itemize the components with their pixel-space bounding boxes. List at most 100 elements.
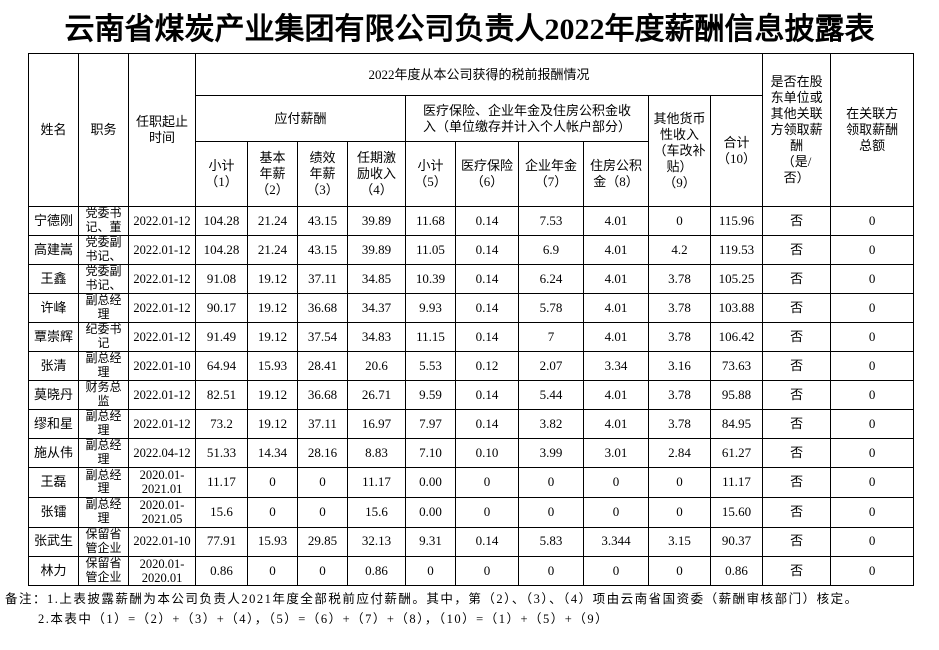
cell-c5: 11.05 xyxy=(405,235,456,265)
cell-c3: 0 xyxy=(297,496,348,528)
cell-c5: 10.39 xyxy=(405,264,456,294)
cell-c6: 0.14 xyxy=(455,526,519,557)
cell-position: 副总经理 xyxy=(78,409,129,439)
cell-c2: 0 xyxy=(247,496,298,528)
cell-c3: 36.68 xyxy=(297,380,348,410)
cell-c9: 0 xyxy=(648,467,711,498)
cell-amount: 0 xyxy=(830,235,915,265)
cell-c7: 7.53 xyxy=(518,206,584,236)
cell-c9: 3.78 xyxy=(648,322,711,352)
cell-flag: 否 xyxy=(762,496,832,528)
header-payable-group: 应付薪酬 xyxy=(195,95,406,142)
cell-name: 莫晓丹 xyxy=(28,380,79,410)
cell-c7: 5.83 xyxy=(518,526,584,557)
cell-flag: 否 xyxy=(762,380,832,410)
cell-flag: 否 xyxy=(762,526,832,557)
cell-flag: 否 xyxy=(762,293,832,323)
cell-c10: 90.37 xyxy=(709,526,764,557)
cell-flag: 否 xyxy=(762,264,832,294)
cell-flag: 否 xyxy=(762,206,832,236)
table-row: 莫晓丹 财务总监 2022.01-12 82.51 19.12 36.68 26.71 9.5… xyxy=(28,380,915,410)
cell-c1: 51.33 xyxy=(195,438,248,468)
cell-flag: 否 xyxy=(762,322,832,352)
cell-c6: 0.14 xyxy=(455,206,519,236)
cell-c3: 37.11 xyxy=(297,264,348,294)
cell-c1: 104.28 xyxy=(195,206,248,236)
cell-c8: 4.01 xyxy=(583,235,649,265)
cell-c7: 0 xyxy=(518,467,584,498)
cell-amount: 0 xyxy=(830,351,915,381)
header-housing-fund: 住房公积 金（8） xyxy=(583,141,649,207)
cell-amount: 0 xyxy=(830,409,915,439)
header-total: 合计 （10） xyxy=(709,95,764,207)
header-term-incentive: 任期激 励收入 （4） xyxy=(347,141,406,207)
cell-c3: 43.15 xyxy=(297,235,348,265)
table-header: 姓名 职务 任职起止 时间 2022年度从本公司获得的税前报酬情况 是否在股 东… xyxy=(28,53,915,207)
cell-c4: 16.97 xyxy=(347,409,406,439)
cell-c10: 106.42 xyxy=(709,322,764,352)
cell-c4: 15.6 xyxy=(347,496,406,528)
cell-c2: 21.24 xyxy=(247,206,298,236)
table-row: 高建嵩 党委副书记、 2022.01-12 104.28 21.24 43.15 39.89… xyxy=(28,235,915,265)
cell-name: 缪和星 xyxy=(28,409,79,439)
cell-c2: 15.93 xyxy=(247,526,298,557)
cell-c4: 34.83 xyxy=(347,322,406,352)
cell-term: 2020.01-2021.05 xyxy=(128,496,196,528)
cell-c9: 3.15 xyxy=(648,526,711,557)
cell-c7: 5.44 xyxy=(518,380,584,410)
header-medical: 医疗保险 （6） xyxy=(455,141,519,207)
cell-name: 张镭 xyxy=(28,496,79,528)
header-name: 姓名 xyxy=(28,53,79,207)
cell-amount: 0 xyxy=(830,555,915,587)
cell-c10: 105.25 xyxy=(709,264,764,294)
cell-position: 纪委书记 xyxy=(78,322,129,352)
cell-c3: 28.16 xyxy=(297,438,348,468)
header-subtotal-5: 小计 （5） xyxy=(405,141,456,207)
footnotes: 备注：1.上表披露薪酬为本公司负责人2021年度全部税前应付薪酬。其中，第（2）… xyxy=(0,590,939,629)
cell-amount: 0 xyxy=(830,293,915,323)
cell-amount: 0 xyxy=(830,206,915,236)
cell-c8: 3.01 xyxy=(583,438,649,468)
cell-c1: 0.86 xyxy=(195,555,248,587)
cell-c8: 4.01 xyxy=(583,293,649,323)
cell-flag: 否 xyxy=(762,351,832,381)
cell-position: 党委副书记、 xyxy=(78,264,129,294)
cell-name: 宁德刚 xyxy=(28,206,79,236)
cell-flag: 否 xyxy=(762,409,832,439)
cell-c5: 7.10 xyxy=(405,438,456,468)
cell-position: 副总经理 xyxy=(78,438,129,468)
cell-c7: 6.9 xyxy=(518,235,584,265)
cell-c3: 28.41 xyxy=(297,351,348,381)
header-other-income: 其他货币 性收入 （车改补 贴） （9） xyxy=(648,95,711,207)
cell-c3: 29.85 xyxy=(297,526,348,557)
cell-c3: 37.54 xyxy=(297,322,348,352)
cell-term: 2022.04-12 xyxy=(128,438,196,468)
cell-c9: 3.78 xyxy=(648,409,711,439)
cell-term: 2022.01-10 xyxy=(128,526,196,557)
cell-term: 2022.01-12 xyxy=(128,206,196,236)
cell-c4: 8.83 xyxy=(347,438,406,468)
table-row: 许峰 副总经理 2022.01-12 90.17 19.12 36.68 34.37 9.93… xyxy=(28,293,915,323)
cell-c4: 20.6 xyxy=(347,351,406,381)
cell-flag: 否 xyxy=(762,467,832,498)
footnote-line-2: 2.本表中（1）=（2）+（3）+（4），（5）=（6）+（7）+（8），（10… xyxy=(38,611,610,626)
cell-c7: 7 xyxy=(518,322,584,352)
header-base-salary: 基本 年薪 （2） xyxy=(247,141,298,207)
cell-c4: 0.86 xyxy=(347,555,406,587)
cell-c10: 61.27 xyxy=(709,438,764,468)
cell-c4: 39.89 xyxy=(347,206,406,236)
salary-disclosure-page: 云南省煤炭产业集团有限公司负责人2022年度薪酬信息披露表 姓名 职务 任职起止… xyxy=(0,7,939,650)
cell-c6: 0.14 xyxy=(455,380,519,410)
cell-c1: 15.6 xyxy=(195,496,248,528)
cell-c5: 0 xyxy=(405,555,456,587)
cell-c8: 3.34 xyxy=(583,351,649,381)
cell-c9: 4.2 xyxy=(648,235,711,265)
cell-c7: 0 xyxy=(518,555,584,587)
cell-c10: 115.96 xyxy=(709,206,764,236)
cell-c3: 36.68 xyxy=(297,293,348,323)
footnote-line-1: 备注：1.上表披露薪酬为本公司负责人2021年度全部税前应付薪酬。其中，第（2）… xyxy=(5,592,859,607)
cell-c5: 9.93 xyxy=(405,293,456,323)
table-body: 宁德刚 党委书记、董 2022.01-12 104.28 21.24 43.15 39.89… xyxy=(28,206,915,587)
cell-term: 2022.01-12 xyxy=(128,293,196,323)
cell-c4: 39.89 xyxy=(347,235,406,265)
